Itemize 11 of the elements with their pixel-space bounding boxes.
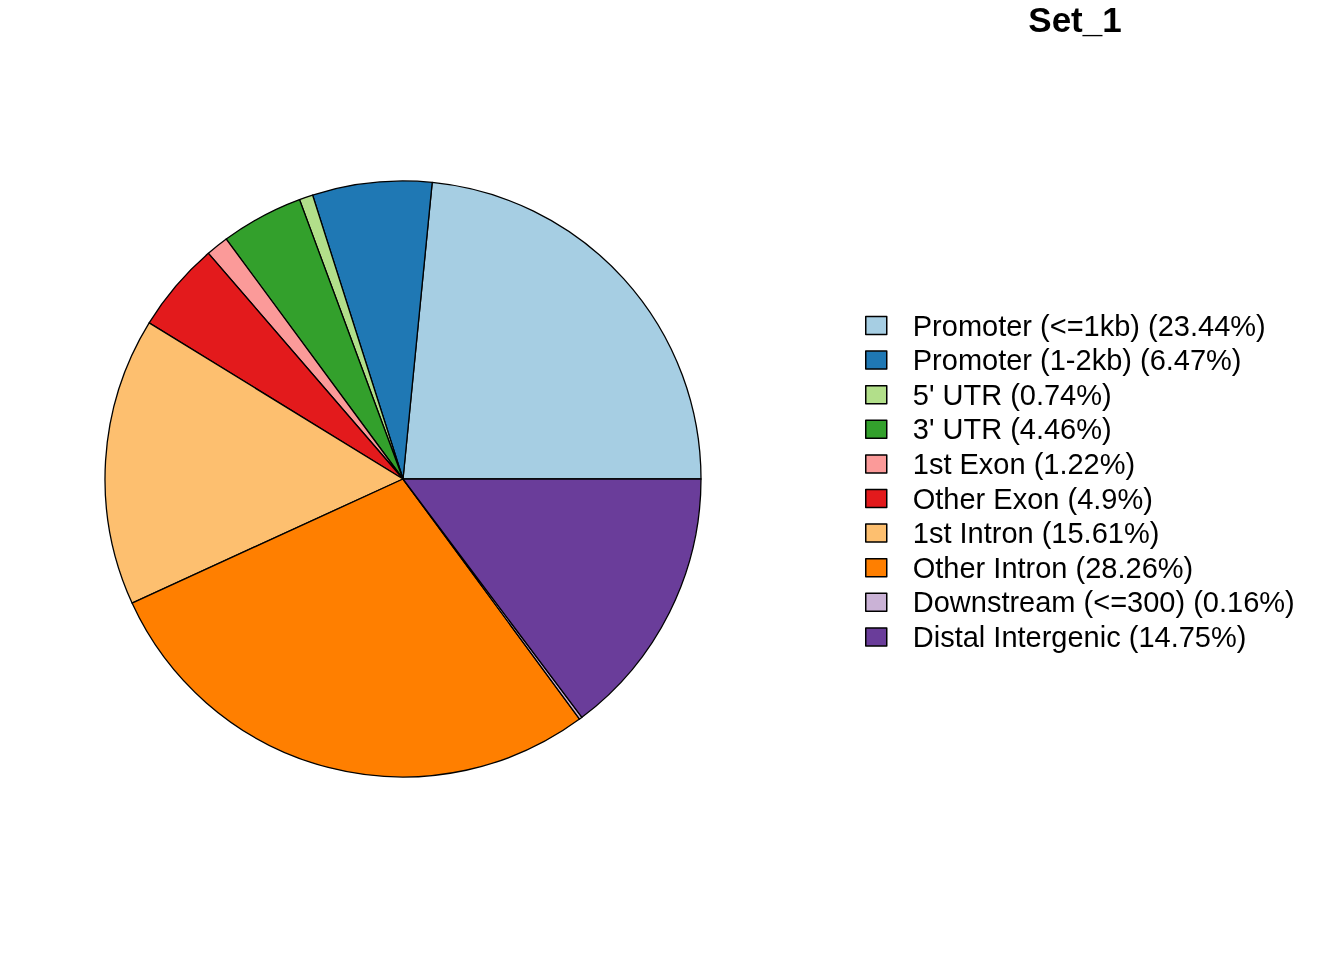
chart-title: Set_1 <box>1028 0 1122 39</box>
legend-label: Downstream (<=300) (0.16%) <box>912 586 1295 619</box>
legend-label: Other Exon (4.9%) <box>912 482 1153 515</box>
legend-label: Promoter (1-2kb) (6.47%) <box>912 344 1242 377</box>
legend-label: Distal Intergenic (14.75%) <box>912 620 1247 653</box>
legend-label: Other Intron (28.26%) <box>912 551 1194 584</box>
legend-label: Promoter (<=1kb) (23.44%) <box>912 309 1266 342</box>
legend-label: 1st Exon (1.22%) <box>912 447 1136 480</box>
legend-label: 5' UTR (0.74%) <box>912 378 1112 411</box>
legend-label: 1st Intron (15.61%) <box>912 517 1160 550</box>
legend-label: 3' UTR (4.46%) <box>912 413 1112 446</box>
